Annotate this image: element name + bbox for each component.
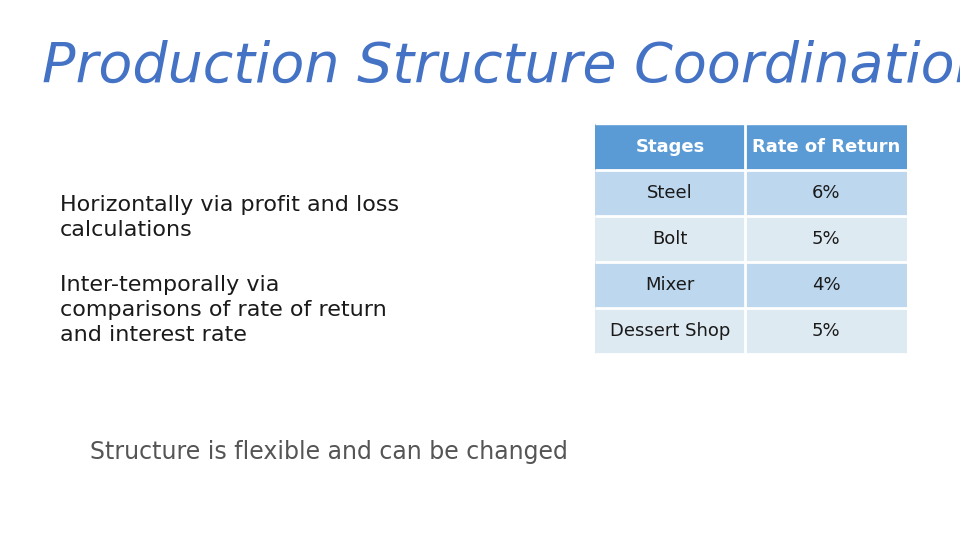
Bar	[595, 124, 745, 170]
Text: Dessert Shop: Dessert Shop	[610, 322, 731, 340]
Bar	[745, 262, 907, 308]
Text: Inter-temporally via: Inter-temporally via	[60, 275, 279, 295]
Bar	[745, 170, 907, 216]
Bar	[745, 124, 907, 170]
Text: Stages: Stages	[636, 138, 705, 156]
Bar	[595, 216, 745, 262]
Bar	[595, 262, 745, 308]
Text: Steel: Steel	[647, 184, 693, 202]
Text: 5%: 5%	[812, 230, 840, 248]
Bar	[745, 308, 907, 354]
Text: 6%: 6%	[812, 184, 840, 202]
Text: and interest rate: and interest rate	[60, 325, 247, 345]
Bar	[595, 308, 745, 354]
Text: Mixer: Mixer	[645, 276, 695, 294]
Text: Horizontally via profit and loss: Horizontally via profit and loss	[60, 195, 399, 215]
Text: Structure is flexible and can be changed: Structure is flexible and can be changed	[90, 440, 568, 464]
Bar	[745, 216, 907, 262]
Text: Bolt: Bolt	[652, 230, 687, 248]
Text: comparisons of rate of return: comparisons of rate of return	[60, 300, 387, 320]
Text: Production Structure Coordination: Production Structure Coordination	[42, 40, 960, 93]
Text: calculations: calculations	[60, 220, 193, 240]
Text: 4%: 4%	[812, 276, 840, 294]
Text: Rate of Return: Rate of Return	[752, 138, 900, 156]
Bar	[595, 170, 745, 216]
Text: 5%: 5%	[812, 322, 840, 340]
